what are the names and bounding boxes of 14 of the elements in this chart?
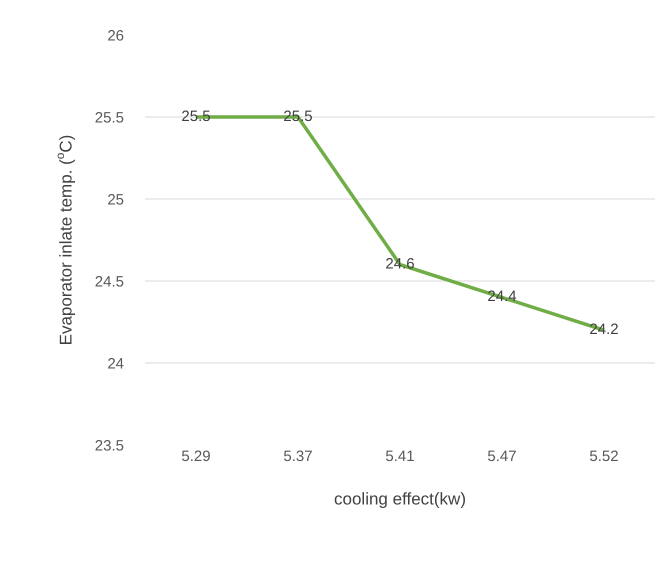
x-tick-label: 5.52 [589, 448, 619, 465]
y-tick-label: 24 [107, 355, 124, 372]
y-tick-label: 24.5 [94, 273, 124, 290]
y-tick-label: 25 [107, 191, 124, 208]
x-tick-label: 5.41 [385, 448, 415, 465]
x-tick-label: 5.47 [487, 448, 517, 465]
x-tick-label: 5.29 [181, 448, 211, 465]
y-tick-label: 26 [107, 27, 124, 44]
data-label: 25.5 [181, 108, 211, 125]
x-tick-label: 5.37 [283, 448, 313, 465]
data-label: 24.2 [589, 320, 619, 338]
y-tick-label: 25.5 [94, 109, 124, 126]
y-tick-label: 23.5 [94, 437, 124, 454]
x-axis-title: cooling effect(kw) [334, 489, 466, 508]
